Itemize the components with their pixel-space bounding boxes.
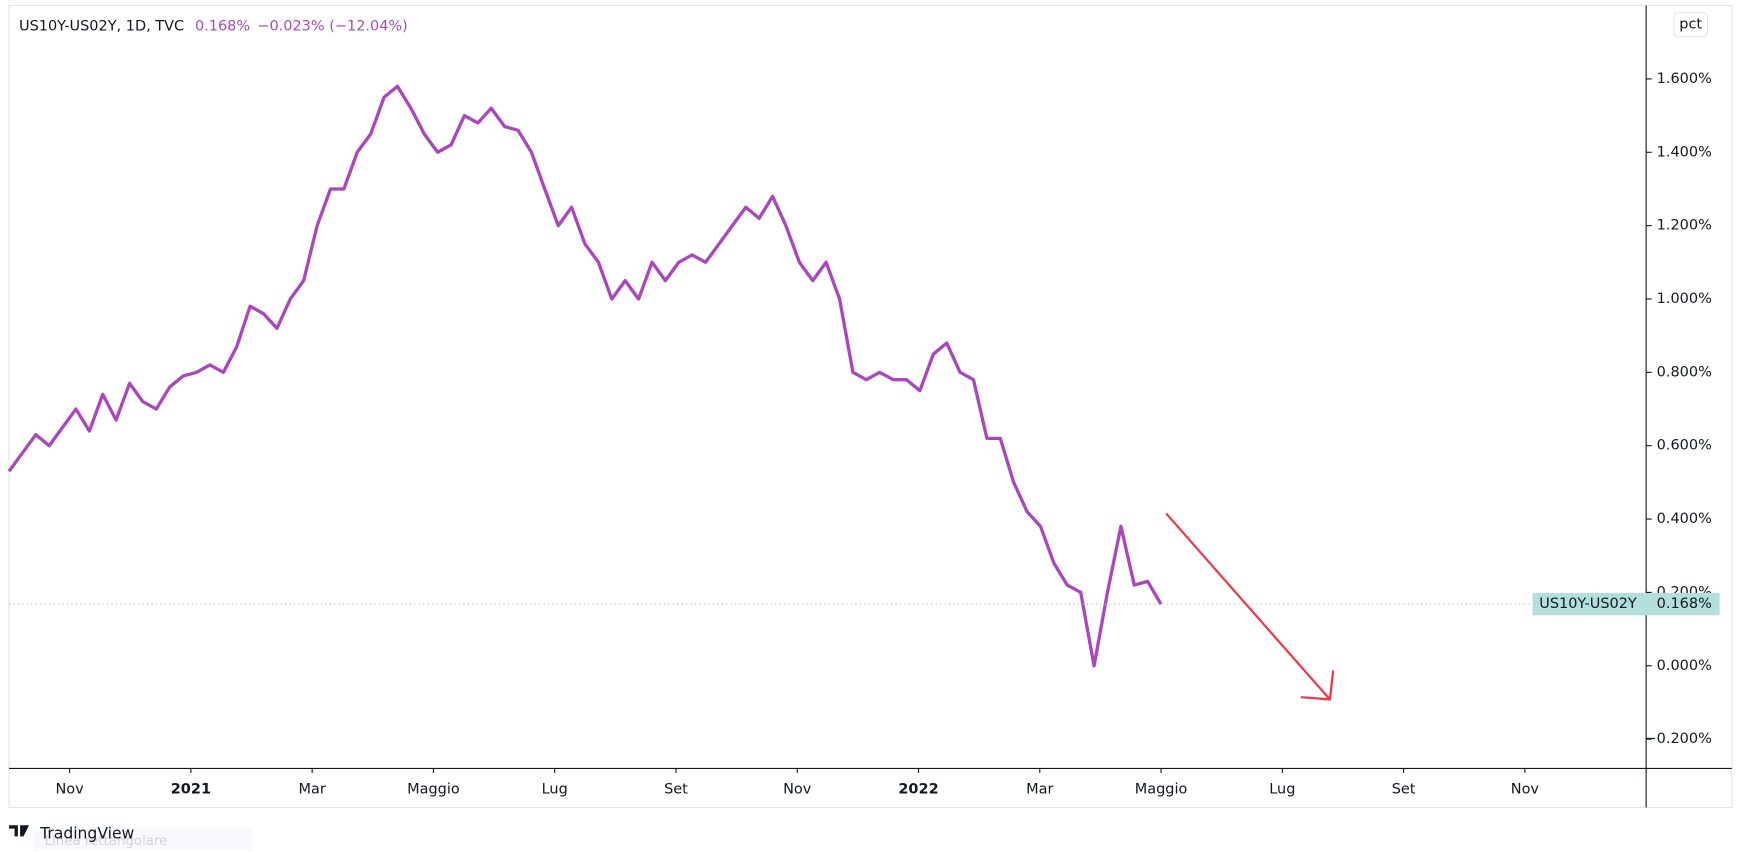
x-tick-label: Mar bbox=[1026, 782, 1053, 798]
x-tick-label: Nov bbox=[783, 782, 812, 798]
x-tick-label: Nov bbox=[55, 782, 84, 798]
chart-frame bbox=[8, 5, 1733, 809]
y-tick-label: 1.000% bbox=[1657, 291, 1712, 307]
faded-note: Linea rettangolare bbox=[45, 834, 168, 849]
brand-logo bbox=[8, 825, 30, 837]
price-tag-name: US10Y-US02Y bbox=[1539, 596, 1637, 612]
x-tick-label: Mar bbox=[299, 782, 326, 798]
last-value: 0.168% bbox=[195, 19, 250, 35]
y-tick-label: 1.400% bbox=[1657, 144, 1712, 160]
price-tag-value: 0.168% bbox=[1657, 596, 1712, 612]
x-tick-label: Maggio bbox=[407, 782, 460, 798]
scale-button-label[interactable]: pct bbox=[1679, 17, 1702, 33]
y-tick-label: 1.200% bbox=[1657, 218, 1712, 234]
arrow-drawing bbox=[1165, 512, 1335, 701]
y-tick-label: 0.800% bbox=[1657, 364, 1712, 380]
x-tick-label: 2022 bbox=[898, 782, 938, 798]
y-tick-label: 0.400% bbox=[1657, 511, 1712, 527]
y-tick-label: 0.600% bbox=[1657, 438, 1712, 454]
faded-box bbox=[33, 828, 252, 851]
x-tick-label: Nov bbox=[1511, 782, 1540, 798]
x-tick-label: Set bbox=[664, 782, 688, 798]
x-tick-label: 2021 bbox=[171, 782, 211, 798]
x-tick-label: Maggio bbox=[1135, 782, 1188, 798]
x-tick-label: Lug bbox=[1269, 782, 1295, 798]
scale-button[interactable] bbox=[1673, 11, 1708, 38]
x-tick-label: Set bbox=[1392, 782, 1416, 798]
brand-name: TradingView bbox=[39, 825, 134, 843]
symbol-title: US10Y-US02Y, 1D, TVC bbox=[19, 19, 184, 35]
y-tick-label: 0.000% bbox=[1657, 658, 1712, 674]
x-tick-label: Lug bbox=[542, 782, 568, 798]
y-tick-label: 1.600% bbox=[1657, 71, 1712, 87]
series-line bbox=[7, 84, 1163, 668]
change: −0.023% (−12.04%) bbox=[257, 19, 407, 35]
price-tag bbox=[1532, 593, 1720, 616]
y-tick-label: −0.200% bbox=[1645, 731, 1712, 747]
